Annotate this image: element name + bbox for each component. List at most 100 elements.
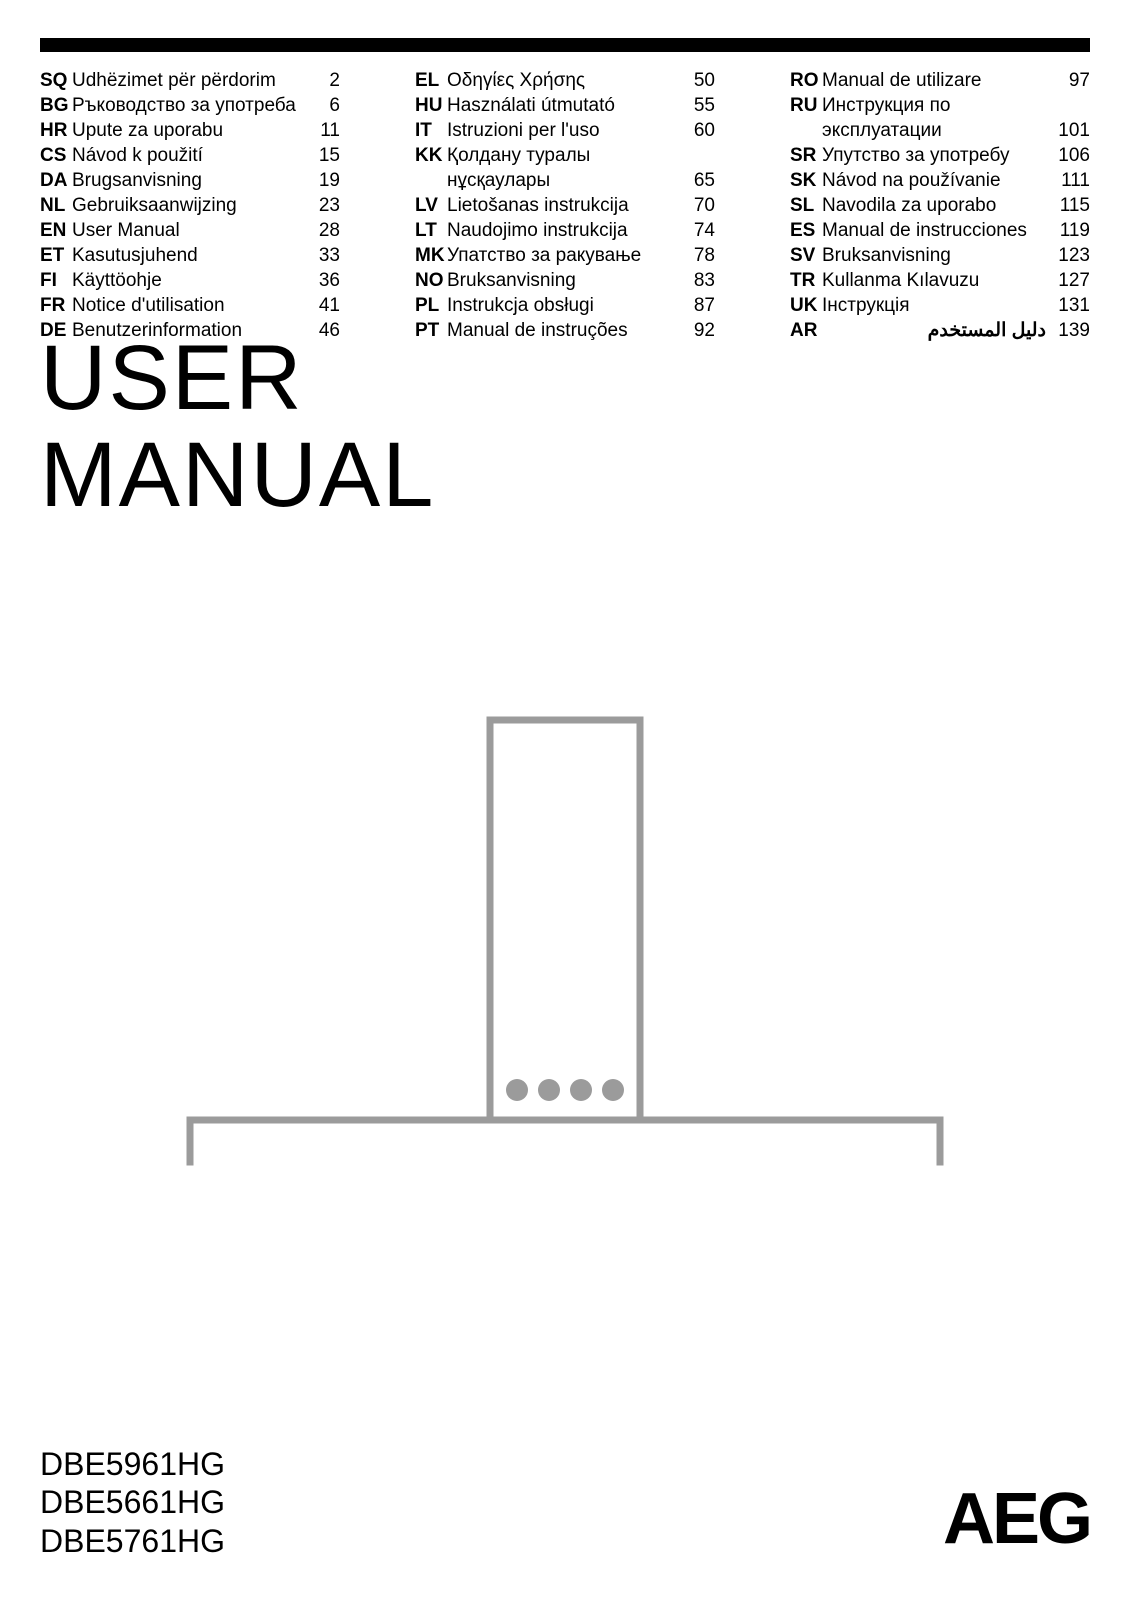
lang-entry-cont: нұсқаулары65 [415, 168, 715, 193]
product-diagram [0, 650, 1130, 1170]
lang-code: NO [415, 268, 447, 293]
lang-code: HR [40, 118, 72, 143]
lang-entry: PTManual de instruções92 [415, 318, 715, 343]
lang-col-1: SQUdhëzimet për përdorim2BGРъководство з… [40, 68, 340, 343]
lang-page: 83 [677, 268, 715, 293]
lang-entry-cont: эксплуатации101 [790, 118, 1090, 143]
lang-label: Navodila za uporabo [822, 193, 1052, 218]
lang-label: Návod na používanie [822, 168, 1052, 193]
lang-entry: SQUdhëzimet për përdorim2 [40, 68, 340, 93]
lang-entry: CSNávod k použití15 [40, 143, 340, 168]
lang-label: Käyttöohje [72, 268, 302, 293]
lang-page: 115 [1052, 193, 1090, 218]
lang-entry: ITIstruzioni per l'uso60 [415, 118, 715, 143]
lang-label: Návod k použití [72, 143, 302, 168]
lang-page: 60 [677, 118, 715, 143]
lang-entry: NLGebruiksaanwijzing23 [40, 193, 340, 218]
lang-page: 74 [677, 218, 715, 243]
lang-entry: SLNavodila za uporabo115 [790, 193, 1090, 218]
lang-label: Upute za uporabu [72, 118, 302, 143]
lang-label: Udhëzimet për përdorim [72, 68, 302, 93]
lang-code: FI [40, 268, 72, 293]
lang-code: HU [415, 93, 447, 118]
lang-label: Brugsanvisning [72, 168, 302, 193]
lang-code: LT [415, 218, 447, 243]
lang-page: 65 [677, 168, 715, 193]
lang-code: EL [415, 68, 447, 93]
lang-page: 6 [302, 93, 340, 118]
lang-page: 19 [302, 168, 340, 193]
lang-entry: ENUser Manual28 [40, 218, 340, 243]
lang-entry: UKІнструкція131 [790, 293, 1090, 318]
language-index: SQUdhëzimet për përdorim2BGРъководство з… [40, 68, 1090, 343]
lang-label: Kasutusjuhend [72, 243, 302, 268]
lang-label: Gebruiksaanwijzing [72, 193, 302, 218]
lang-code: ET [40, 243, 72, 268]
lang-code: TR [790, 268, 822, 293]
lang-page: 87 [677, 293, 715, 318]
lang-code: MK [415, 243, 447, 268]
lang-label: Használati útmutató [447, 93, 677, 118]
lang-label: Інструкція [822, 293, 1052, 318]
lang-entry: ARدليل المستخدم139 [790, 318, 1090, 343]
lang-page: 28 [302, 218, 340, 243]
lang-entry: TRKullanma Kılavuzu127 [790, 268, 1090, 293]
lang-label: Упутство за употребу [822, 143, 1052, 168]
lang-label: Упатство за ракување [447, 243, 677, 268]
lang-code: FR [40, 293, 72, 318]
lang-entry: SVBruksanvisning123 [790, 243, 1090, 268]
top-bar [40, 38, 1090, 52]
title-line-2: MANUAL [40, 427, 435, 524]
lang-code: DA [40, 168, 72, 193]
title-line-1: USER [40, 330, 435, 427]
lang-page: 11 [302, 118, 340, 143]
lang-label: Naudojimo instrukcija [447, 218, 677, 243]
lang-page: 50 [677, 68, 715, 93]
lang-page: 106 [1052, 143, 1090, 168]
lang-entry: LVLietošanas instrukcija70 [415, 193, 715, 218]
lang-label: Istruzioni per l'uso [447, 118, 677, 143]
lang-page: 127 [1052, 268, 1090, 293]
lang-page: 55 [677, 93, 715, 118]
lang-label: Bruksanvisning [822, 243, 1052, 268]
lang-label: Lietošanas instrukcija [447, 193, 677, 218]
lang-page: 36 [302, 268, 340, 293]
lang-entry: ESManual de instrucciones119 [790, 218, 1090, 243]
lang-entry: NOBruksanvisning83 [415, 268, 715, 293]
lang-label: Manual de instruções [447, 318, 677, 343]
model-number: DBE5961HG [40, 1445, 225, 1483]
lang-page: 15 [302, 143, 340, 168]
lang-label: Инструкция по [822, 93, 1052, 118]
lang-label: User Manual [72, 218, 302, 243]
lang-page: 97 [1052, 68, 1090, 93]
lang-entry: ETKasutusjuhend33 [40, 243, 340, 268]
lang-page: 70 [677, 193, 715, 218]
lang-label: Kullanma Kılavuzu [822, 268, 1052, 293]
lang-entry: SKNávod na používanie111 [790, 168, 1090, 193]
lang-code: IT [415, 118, 447, 143]
lang-page: 92 [677, 318, 715, 343]
lang-label: Manual de utilizare [822, 68, 1052, 93]
lang-code: NL [40, 193, 72, 218]
lang-label: Bruksanvisning [447, 268, 677, 293]
lang-col-2: ELΟδηγίες Χρήσης50HUHasználati útmutató5… [415, 68, 715, 343]
lang-page: 123 [1052, 243, 1090, 268]
lang-code: SL [790, 193, 822, 218]
lang-label: دليل المستخدم [822, 318, 1052, 343]
lang-entry: KKҚолдану туралы [415, 143, 715, 168]
lang-col-3: ROManual de utilizare97RUИнструкция поэк… [790, 68, 1090, 343]
lang-page: 23 [302, 193, 340, 218]
lang-entry: MKУпатство за ракување78 [415, 243, 715, 268]
brand-logo: AEG [943, 1478, 1090, 1560]
lang-code: LV [415, 193, 447, 218]
lang-page: 111 [1052, 168, 1090, 193]
lang-code: BG [40, 93, 72, 118]
lang-code: EN [40, 218, 72, 243]
lang-page: 2 [302, 68, 340, 93]
lang-entry: HUHasználati útmutató55 [415, 93, 715, 118]
lang-code: PL [415, 293, 447, 318]
lang-label: нұсқаулары [447, 168, 677, 193]
lang-code: SQ [40, 68, 72, 93]
lang-label: Қолдану туралы [447, 143, 677, 168]
lang-entry: FRNotice d'utilisation41 [40, 293, 340, 318]
